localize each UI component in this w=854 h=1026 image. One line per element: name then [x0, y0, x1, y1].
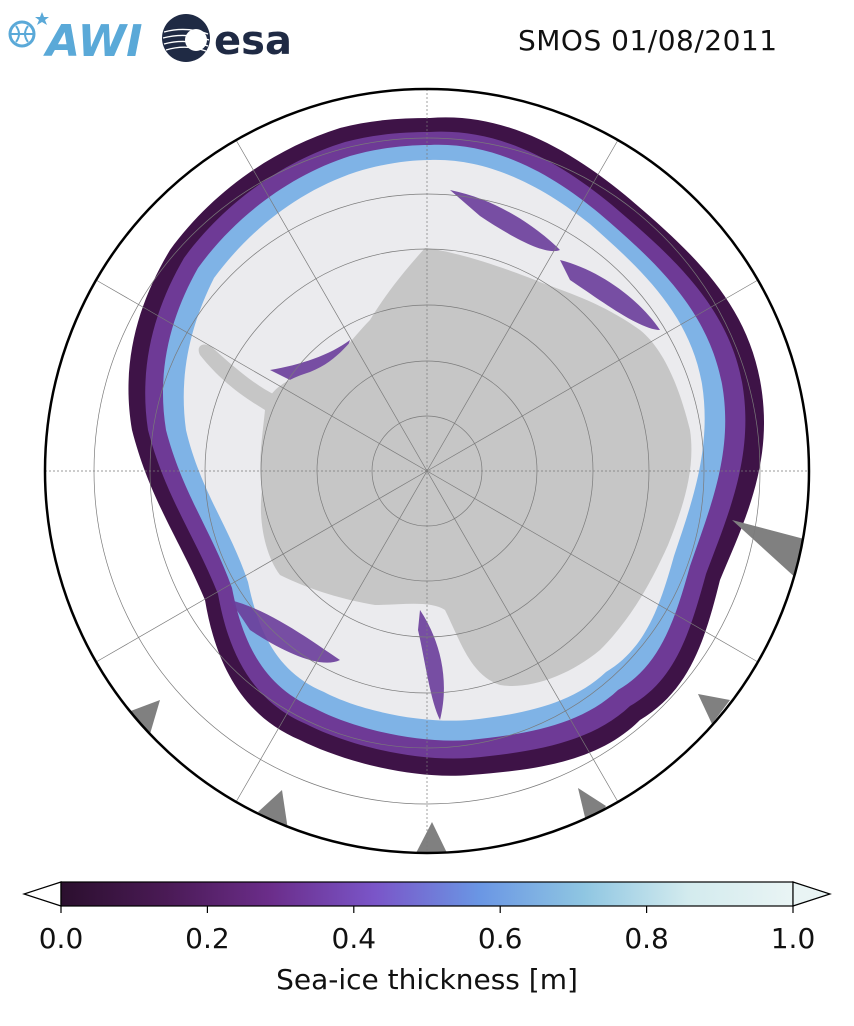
map-boundary: [43, 87, 811, 855]
colorbar-gradient: [60, 881, 794, 907]
colorbar-tick-label: 0.6: [477, 922, 523, 955]
colorbar-label: Sea-ice thickness [m]: [276, 963, 578, 996]
colorbar: [22, 881, 832, 913]
sea-ice-map: [43, 87, 811, 855]
svg-text:AWI: AWI: [43, 16, 143, 66]
colorbar-tick-label: 0.2: [185, 922, 230, 955]
colorbar-tick-label: 0.8: [624, 922, 669, 955]
missing-data-wedges: [128, 520, 808, 853]
colorbar-extend-low: [22, 881, 62, 907]
colorbar-extend-high: [792, 881, 832, 907]
colorbar-tick-label: 1.0: [770, 922, 816, 955]
awi-logo: AWI: [8, 12, 143, 66]
colorbar-ticks: [60, 906, 794, 913]
antarctic-peninsula: [198, 344, 275, 410]
thin-ice-streaks: [230, 190, 660, 720]
colorbar-tick-label: 0.0: [38, 922, 84, 955]
logos: AWI esa: [8, 12, 292, 66]
svg-text:esa: esa: [214, 18, 292, 64]
esa-logo: esa: [162, 14, 292, 64]
graticule: [45, 89, 809, 853]
antarctica-land: [260, 248, 692, 686]
colorbar-tick-label: 0.4: [331, 922, 377, 955]
map-title: SMOS 01/08/2011: [518, 24, 778, 57]
